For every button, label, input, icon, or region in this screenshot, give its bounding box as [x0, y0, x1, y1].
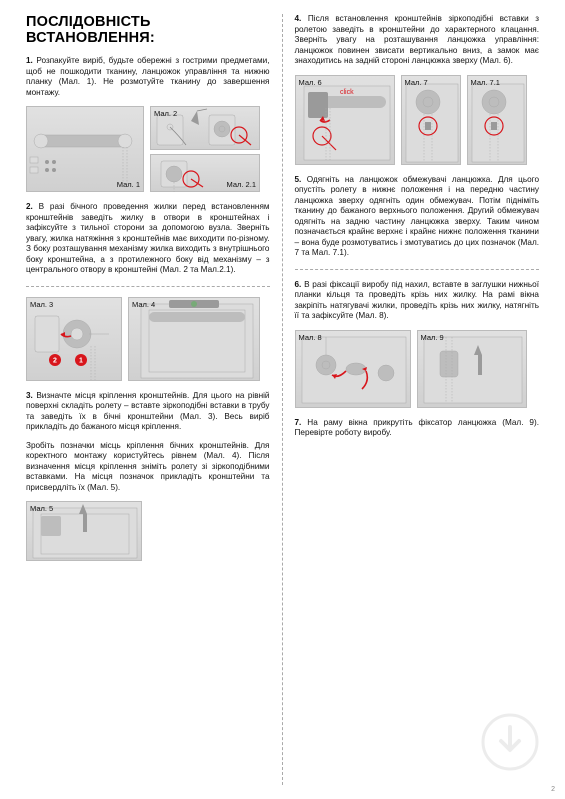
- figure-2-1: Мал. 2.1: [150, 154, 260, 192]
- fig-3-label: Мал. 3: [30, 300, 53, 309]
- figure-7-1: Мал. 7.1: [467, 75, 527, 165]
- fig-row-3-4: 2 1 Мал. 3 Мал. 4: [26, 297, 270, 381]
- figure-3: 2 1 Мал. 3: [26, 297, 122, 381]
- fig-row-1-2: Мал. 1 Мал. 2: [26, 106, 270, 192]
- step-7-text: 7. На раму вікна прикрутіть фіксатор лан…: [295, 418, 540, 439]
- step-3a-text: 3. Визначте місця кріплення кронштейнів.…: [26, 391, 270, 433]
- step-2-text: 2. В разі бічного проведення жилки перед…: [26, 202, 270, 276]
- svg-text:2: 2: [53, 357, 57, 364]
- fig-row-6-7: click Мал. 6: [295, 75, 540, 165]
- fig-8-label: Мал. 8: [299, 333, 322, 342]
- divider-left: [26, 286, 270, 287]
- step-6-text: 6. В разі фіксації виробу під нахил, вст…: [295, 280, 540, 322]
- fig-row-5: Мал. 5: [26, 501, 270, 561]
- fig-4-label: Мал. 4: [132, 300, 155, 309]
- figure-2: Мал. 2: [150, 106, 260, 150]
- step-3b-text: Зробіть позначки місць кріплення бічних …: [26, 441, 270, 494]
- figure-5: Мал. 5: [26, 501, 142, 561]
- figure-9: Мал. 9: [417, 330, 527, 408]
- page-title: ПОСЛІДОВНІСТЬ ВСТАНОВЛЕННЯ:: [26, 14, 270, 46]
- fig-71-label: Мал. 7.1: [471, 78, 500, 87]
- step-5-text: 5. Одягніть на ланцюжок обмежувачі ланцю…: [295, 175, 540, 259]
- fig-9-label: Мал. 9: [421, 333, 444, 342]
- fig-7-label: Мал. 7: [405, 78, 428, 87]
- step-4-text: 4. Після встановлення кронштейнів зіркоп…: [295, 14, 540, 67]
- fig-2-label: Мал. 2: [154, 109, 177, 118]
- svg-text:1: 1: [79, 357, 83, 364]
- figure-4: Мал. 4: [128, 297, 260, 381]
- fig-row-8-9: Мал. 8 Мал. 9: [295, 330, 540, 408]
- figure-7: Мал. 7: [401, 75, 461, 165]
- page-number: 2: [551, 786, 555, 793]
- figure-1: Мал. 1: [26, 106, 144, 192]
- figure-8: Мал. 8: [295, 330, 411, 408]
- figure-6: click Мал. 6: [295, 75, 395, 165]
- watermark-icon: [481, 713, 539, 771]
- fig-1-label: Мал. 1: [117, 180, 140, 189]
- step-1-text: 1. Розпакуйте виріб, будьте обережні з г…: [26, 56, 270, 98]
- fig-21-label: Мал. 2.1: [227, 180, 256, 189]
- divider-right: [295, 269, 540, 270]
- click-text: click: [340, 89, 354, 96]
- fig-5-label: Мал. 5: [30, 504, 53, 513]
- fig-6-label: Мал. 6: [299, 78, 322, 87]
